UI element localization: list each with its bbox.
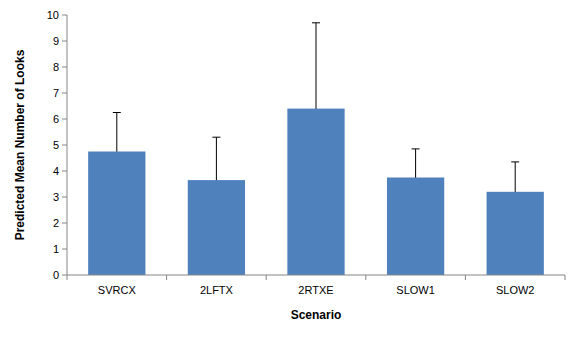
y-tick-label: 10	[47, 9, 59, 21]
x-tick	[266, 275, 267, 280]
y-tick	[62, 275, 67, 276]
y-tick	[62, 15, 67, 16]
bar	[387, 178, 444, 276]
y-tick	[62, 171, 67, 172]
x-tick	[565, 275, 566, 280]
y-tick-label: 8	[53, 61, 59, 73]
x-tick	[166, 275, 167, 280]
x-tick	[465, 275, 466, 280]
y-tick-label: 2	[53, 217, 59, 229]
y-tick	[62, 41, 67, 42]
bar	[487, 192, 544, 275]
y-tick	[62, 145, 67, 146]
y-tick-label: 9	[53, 35, 59, 47]
y-tick-label: 3	[53, 191, 59, 203]
y-tick	[62, 223, 67, 224]
y-tick	[62, 67, 67, 68]
x-axis	[67, 275, 565, 276]
x-tick-label: 2LFTX	[200, 284, 234, 296]
bar	[287, 109, 344, 275]
y-tick-label: 6	[53, 113, 59, 125]
y-tick	[62, 197, 67, 198]
x-tick-label: SVRCX	[98, 284, 137, 296]
y-tick-label: 1	[53, 243, 59, 255]
y-tick-label: 4	[53, 165, 59, 177]
bar	[88, 152, 145, 276]
y-tick-label: 5	[53, 139, 59, 151]
y-tick	[62, 249, 67, 250]
x-tick-label: SLOW1	[396, 284, 435, 296]
bar	[188, 180, 245, 275]
x-tick-label: 2RTXE	[298, 284, 333, 296]
x-tick-label: SLOW2	[496, 284, 535, 296]
y-axis-title: Predicted Mean Number of Looks	[13, 49, 27, 240]
y-tick-label: 7	[53, 87, 59, 99]
x-axis-title: Scenario	[291, 308, 342, 322]
y-tick	[62, 119, 67, 120]
y-tick-label: 0	[53, 269, 59, 281]
y-tick	[62, 93, 67, 94]
chart: 0 1 2 3 4 5 6 7 8 9 10 SVRCX 2LFTX 2RTXE SLOW1 SLOW2 Sce…	[0, 0, 577, 337]
x-tick	[365, 275, 366, 280]
x-tick	[67, 275, 68, 280]
